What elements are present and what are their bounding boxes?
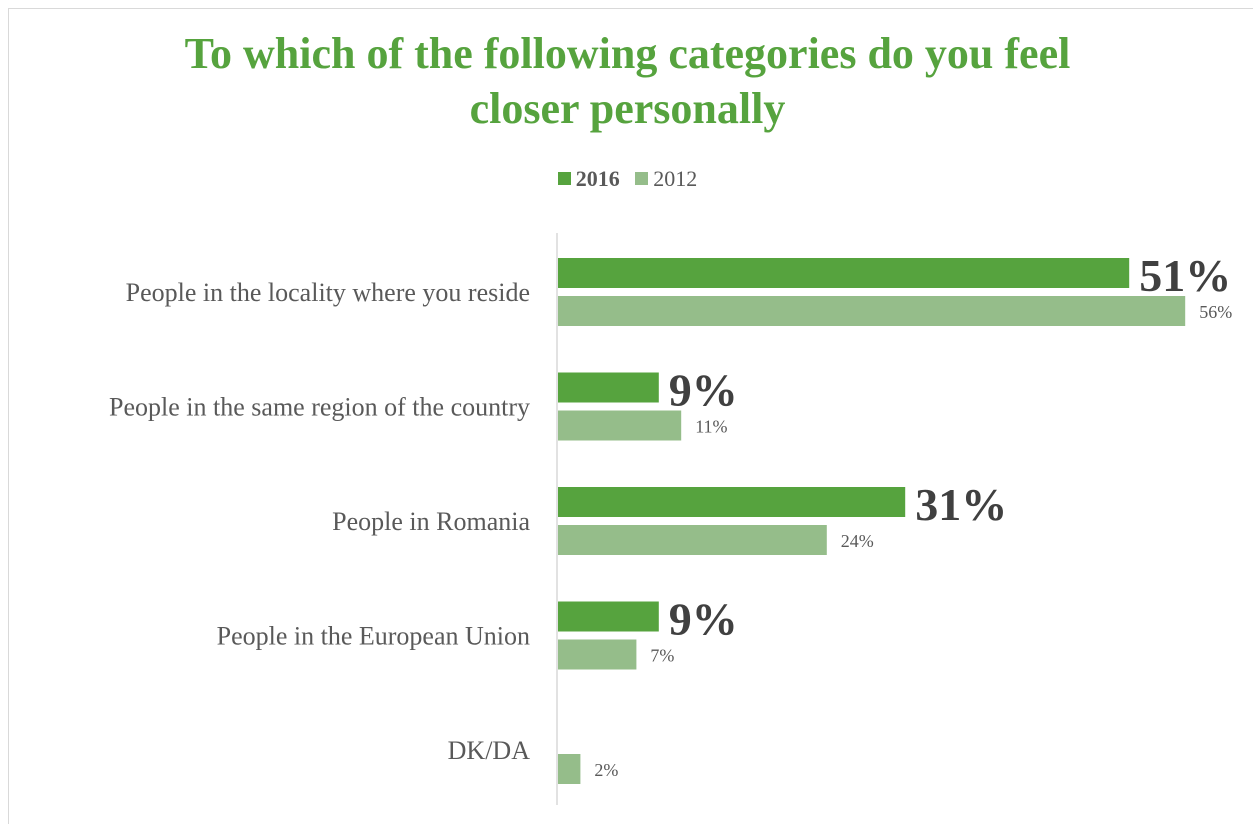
chart-frame xyxy=(8,8,1253,824)
bar-2012 xyxy=(558,639,637,670)
data-label-2012: 56% xyxy=(1199,302,1232,322)
bar-2016 xyxy=(558,258,1130,288)
category-label: People in the locality where you reside xyxy=(126,278,530,307)
bar-2012 xyxy=(558,296,1186,326)
legend-swatch-2016 xyxy=(557,172,571,185)
legend-swatch-2012 xyxy=(635,172,649,185)
data-label-2016: 51% xyxy=(1139,250,1231,301)
legend-item-2012: 2012 xyxy=(635,166,697,192)
data-label-2012: 11% xyxy=(695,417,727,437)
legend-label-2012: 2012 xyxy=(653,166,698,191)
chart-legend: 2016 2012 xyxy=(0,166,1255,192)
chart-title: To which of the following categories do … xyxy=(0,26,1255,136)
bar-2016 xyxy=(558,601,659,632)
bar-2012 xyxy=(558,754,581,784)
chart-title-line-2: closer personally xyxy=(469,84,786,133)
category-label: People in the same region of the country xyxy=(109,393,530,422)
data-label-2016: 9% xyxy=(669,365,738,416)
legend-item-2016: 2016 xyxy=(557,166,620,192)
chart-title-line-1: To which of the following categories do … xyxy=(184,29,1071,78)
category-label: DK/DA xyxy=(448,736,531,765)
data-label-2012: 7% xyxy=(650,646,674,666)
legend-label-2016: 2016 xyxy=(575,166,620,191)
category-label: People in the European Union xyxy=(217,622,530,651)
bar-2012 xyxy=(558,525,827,555)
data-label-2012: 24% xyxy=(841,531,874,551)
data-label-2016: 31% xyxy=(915,479,1007,530)
bar-2016 xyxy=(558,372,659,403)
bar-2016 xyxy=(558,487,906,517)
data-label-2012: 2% xyxy=(594,760,618,780)
bar-2012 xyxy=(558,410,682,441)
category-label: People in Romania xyxy=(332,507,530,536)
data-label-2016: 9% xyxy=(669,594,738,645)
